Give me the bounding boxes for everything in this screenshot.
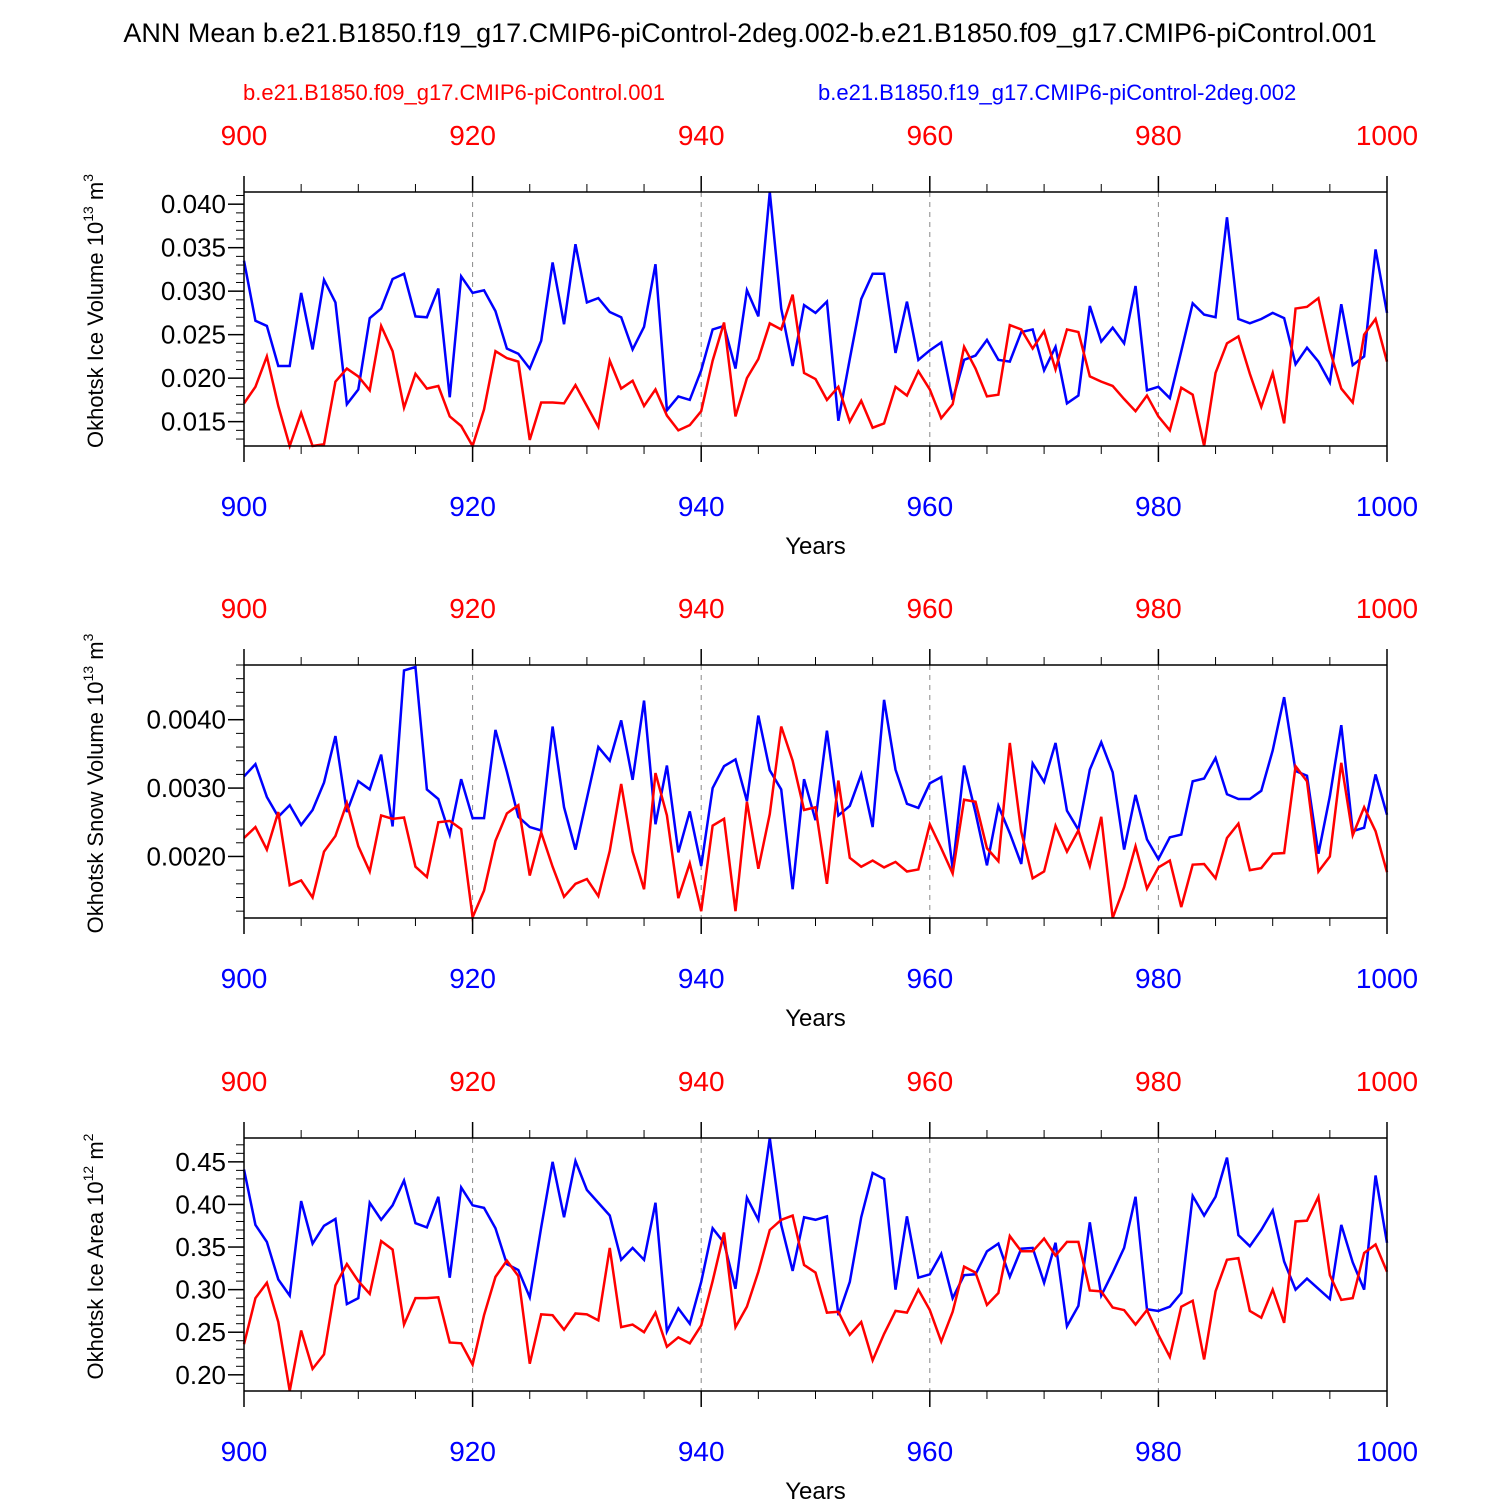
- y-axis-label-text: m: [83, 641, 108, 665]
- x-tick-label-bottom: 920: [449, 963, 496, 994]
- x-tick-label-bottom: 960: [906, 491, 953, 522]
- x-tick-label-bottom: 980: [1135, 963, 1182, 994]
- series-line-f09: [243, 726, 1389, 923]
- y-axis-label: Okhotsk Ice Volume 1013 m3: [80, 174, 108, 448]
- x-tick-label-bottom: 960: [906, 963, 953, 994]
- y-tick-label: 0.040: [161, 189, 226, 219]
- y-axis-label-exponent: 3: [80, 633, 96, 641]
- y-tick-label: 0.035: [161, 233, 226, 263]
- x-tick-label-bottom: 980: [1135, 491, 1182, 522]
- x-tick-label-top: 960: [906, 593, 953, 624]
- y-tick-label: 0.25: [175, 1317, 226, 1347]
- series-line-f19-2deg: [242, 1137, 1389, 1336]
- y-tick-label: 0.20: [175, 1360, 226, 1390]
- y-axis-label-text: m: [83, 182, 108, 206]
- x-tick-label-top: 1000: [1356, 120, 1418, 151]
- x-tick-label-bottom: 940: [678, 491, 725, 522]
- x-tick-label-bottom: 900: [221, 491, 268, 522]
- y-tick-label: 0.020: [161, 363, 226, 393]
- y-axis-label-text: m: [83, 1141, 108, 1165]
- y-axis-label-text: Okhotsk Ice Area 10: [83, 1181, 108, 1379]
- x-tick-label-bottom: 1000: [1356, 491, 1418, 522]
- series-line-f19-2deg: [243, 665, 1389, 890]
- x-tick-label-top: 980: [1135, 593, 1182, 624]
- x-tick-label-top: 940: [678, 1066, 725, 1097]
- x-axis-label: Years: [785, 1005, 846, 1032]
- x-tick-label-top: 980: [1135, 1066, 1182, 1097]
- series-line-f09: [242, 1192, 1389, 1392]
- y-tick-label: 0.45: [175, 1147, 226, 1177]
- figure-title: ANN Mean b.e21.B1850.f19_g17.CMIP6-piCon…: [123, 18, 1377, 48]
- x-tick-label-bottom: 940: [678, 963, 725, 994]
- series-line-f19-2deg: [242, 191, 1389, 421]
- chart-panel-3: 900 900 920 920 940 940 960 960 980 980 1000 1000 0.…: [80, 1066, 1418, 1500]
- y-tick-label: 0.025: [161, 320, 226, 350]
- x-tick-label-bottom: 920: [449, 1436, 496, 1467]
- x-tick-label-bottom: 960: [906, 1436, 953, 1467]
- x-tick-label-bottom: 900: [221, 963, 268, 994]
- x-tick-label-top: 900: [221, 120, 268, 151]
- x-tick-label-top: 1000: [1356, 1066, 1418, 1097]
- x-tick-label-top: 900: [221, 1066, 268, 1097]
- x-tick-label-top: 920: [449, 593, 496, 624]
- y-axis-label-exponent: 13: [80, 206, 96, 222]
- legend-series-f09: b.e21.B1850.f09_g17.CMIP6-piControl.001: [243, 80, 665, 105]
- y-axis-label: Okhotsk Snow Volume 1013 m3: [80, 633, 108, 933]
- x-axis-label: Years: [785, 533, 846, 560]
- y-tick-label: 0.0040: [146, 705, 226, 735]
- x-tick-label-top: 1000: [1356, 593, 1418, 624]
- x-axis-label: Years: [785, 1478, 846, 1500]
- y-axis-label: Okhotsk Ice Area 1012 m2: [80, 1133, 108, 1379]
- y-tick-label: 0.30: [175, 1275, 226, 1305]
- x-tick-label-top: 980: [1135, 120, 1182, 151]
- x-tick-label-top: 940: [678, 120, 725, 151]
- y-axis-label-text: Okhotsk Ice Volume 10: [83, 222, 108, 448]
- x-tick-label-bottom: 980: [1135, 1436, 1182, 1467]
- legend-series-f19-2deg: b.e21.B1850.f19_g17.CMIP6-piControl-2deg…: [818, 80, 1297, 105]
- y-axis-label-exponent: 2: [80, 1133, 96, 1141]
- x-tick-label-bottom: 1000: [1356, 1436, 1418, 1467]
- x-tick-label-top: 960: [906, 120, 953, 151]
- x-tick-label-top: 940: [678, 593, 725, 624]
- x-tick-label-top: 920: [449, 120, 496, 151]
- y-tick-label: 0.0020: [146, 841, 226, 871]
- y-tick-label: 0.35: [175, 1232, 226, 1262]
- y-tick-label: 0.015: [161, 407, 226, 437]
- x-tick-label-top: 900: [221, 593, 268, 624]
- x-tick-label-top: 960: [906, 1066, 953, 1097]
- series-line-f09: [242, 294, 1389, 451]
- x-tick-label-bottom: 900: [221, 1436, 268, 1467]
- y-axis-label-exponent: 12: [80, 1166, 96, 1182]
- y-tick-label: 0.0030: [146, 773, 226, 803]
- x-tick-label-top: 920: [449, 1066, 496, 1097]
- y-tick-label: 0.030: [161, 276, 226, 306]
- y-axis-label-exponent: 3: [80, 174, 96, 182]
- y-axis-label-text: Okhotsk Snow Volume 10: [83, 681, 108, 933]
- chart-panel-1: 900 900 920 920 940 940 960 960 980 980 1000 1000 0.…: [80, 120, 1418, 560]
- chart-panel-2: 900 900 920 920 940 940 960 960 980 980 1000 1000 0.…: [80, 593, 1418, 1032]
- y-axis-label-exponent: 13: [80, 666, 96, 682]
- y-tick-label: 0.40: [175, 1189, 226, 1219]
- x-tick-label-bottom: 920: [449, 491, 496, 522]
- x-tick-label-bottom: 1000: [1356, 963, 1418, 994]
- x-tick-label-bottom: 940: [678, 1436, 725, 1467]
